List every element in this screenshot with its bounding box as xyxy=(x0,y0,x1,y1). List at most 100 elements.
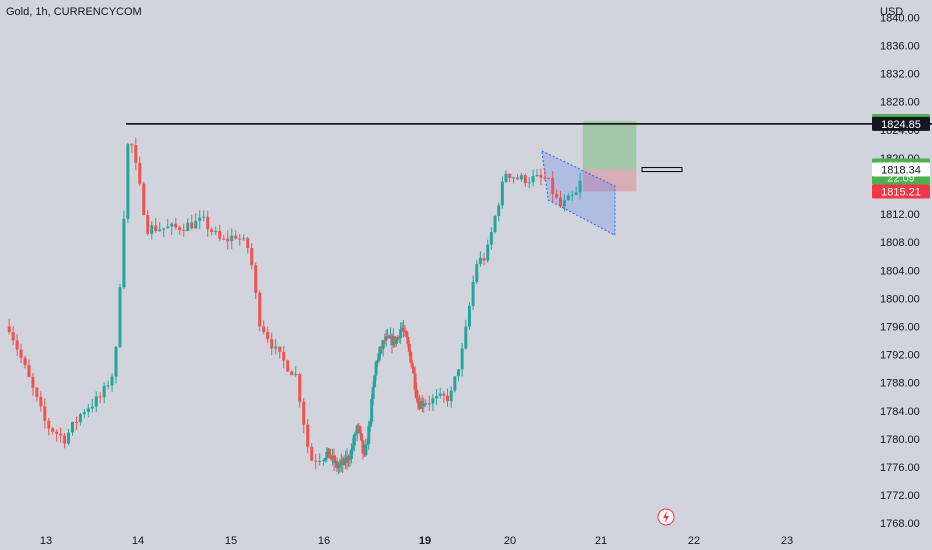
x-tick-label: 21 xyxy=(595,535,607,547)
candle-body xyxy=(351,445,355,450)
candle-body xyxy=(282,351,286,361)
candle-body xyxy=(566,195,570,201)
price-label-bg xyxy=(872,184,930,199)
candle-body xyxy=(70,421,74,433)
candle-body xyxy=(318,460,322,462)
candle-body xyxy=(338,463,342,467)
candle-body xyxy=(489,232,493,245)
candle-body xyxy=(27,365,31,378)
candle-body xyxy=(270,339,274,349)
x-tick-label: 16 xyxy=(318,535,330,547)
candle-body xyxy=(493,216,497,233)
price-label: 1815.21 xyxy=(881,187,921,199)
candle-body xyxy=(118,287,122,347)
candle-body xyxy=(210,229,214,233)
candle-body xyxy=(242,238,246,240)
candle-body xyxy=(547,178,551,180)
candle-body xyxy=(438,393,442,397)
candle-body xyxy=(515,177,519,180)
candle-body xyxy=(375,361,379,363)
candle-body xyxy=(471,281,475,306)
price-label-bg xyxy=(872,162,930,177)
candle-body xyxy=(198,217,202,221)
candle-body xyxy=(39,397,43,407)
candle-body xyxy=(67,432,71,444)
candle-body xyxy=(420,401,424,407)
candle-body xyxy=(453,376,457,391)
candle-body xyxy=(146,214,150,234)
candle-body xyxy=(328,448,332,459)
candle-body xyxy=(378,346,382,354)
candle-body xyxy=(94,396,98,407)
candle-body xyxy=(114,346,118,377)
y-tick-label: 1792.00 xyxy=(880,350,920,362)
candle-body xyxy=(456,369,460,377)
candle-body xyxy=(238,238,242,240)
candle-body xyxy=(306,424,310,447)
candle-body xyxy=(234,235,238,239)
candle-body xyxy=(512,177,516,179)
y-tick-label: 1832.00 xyxy=(880,69,920,81)
candle-body xyxy=(449,390,453,402)
candle-body xyxy=(274,346,278,349)
candle-body xyxy=(130,144,134,146)
candle-body xyxy=(15,340,19,350)
candle-body xyxy=(559,197,563,207)
candle-body xyxy=(402,328,406,332)
candle-body xyxy=(442,393,446,396)
candle-body xyxy=(90,406,94,409)
candle-body xyxy=(377,353,381,362)
candle-body xyxy=(364,444,368,456)
position-target-zone[interactable] xyxy=(582,120,637,170)
y-tick-label: 1836.00 xyxy=(880,41,920,53)
candle-body xyxy=(371,387,375,399)
x-tick-label: 22 xyxy=(688,535,700,547)
candle-body xyxy=(497,205,501,217)
candle-body xyxy=(154,225,158,232)
candle-body xyxy=(166,226,170,229)
candle-body xyxy=(138,162,142,184)
entry-marker[interactable] xyxy=(641,167,683,173)
candle-body xyxy=(158,229,162,232)
y-axis-unit: USD xyxy=(880,6,903,18)
candle-body xyxy=(519,175,523,180)
candle-body xyxy=(352,434,356,446)
position-stop-zone[interactable] xyxy=(582,169,637,192)
candle-body xyxy=(467,305,471,327)
candle-body xyxy=(278,346,282,352)
chart-title: Gold, 1h, CURRENCYCOM xyxy=(6,6,142,18)
candle-body xyxy=(354,433,358,435)
candle-body xyxy=(102,385,106,398)
price-label: 1824.85 xyxy=(881,119,921,131)
candle-body xyxy=(424,403,428,405)
candle-body xyxy=(482,257,486,261)
candle-body xyxy=(422,404,426,407)
candle-body xyxy=(294,374,298,376)
candle-body xyxy=(348,458,352,461)
x-tick-label: 23 xyxy=(781,535,793,547)
channel-shape[interactable] xyxy=(541,150,616,237)
candle-body xyxy=(218,231,222,239)
candle-body xyxy=(335,460,339,468)
candle-body xyxy=(74,421,78,423)
candle-body xyxy=(410,362,414,368)
x-tick-label: 20 xyxy=(504,535,516,547)
candle-body xyxy=(535,174,539,177)
candle-body xyxy=(523,175,527,184)
candle-body xyxy=(357,425,361,427)
y-tick-label: 1784.00 xyxy=(880,406,920,418)
y-tick-label: 1828.00 xyxy=(880,97,920,109)
candle-body xyxy=(347,456,351,461)
lightning-icon[interactable] xyxy=(657,508,675,526)
candle-body xyxy=(360,433,364,441)
candle-body xyxy=(574,192,578,196)
candle-body xyxy=(258,292,262,327)
y-tick-label: 1796.00 xyxy=(880,322,920,334)
candle-body xyxy=(78,414,82,423)
candle-body xyxy=(381,340,385,349)
candle-body xyxy=(504,173,508,182)
candle-body xyxy=(162,228,166,230)
candle-body xyxy=(562,200,566,207)
y-tick-label: 1800.00 xyxy=(880,293,920,305)
